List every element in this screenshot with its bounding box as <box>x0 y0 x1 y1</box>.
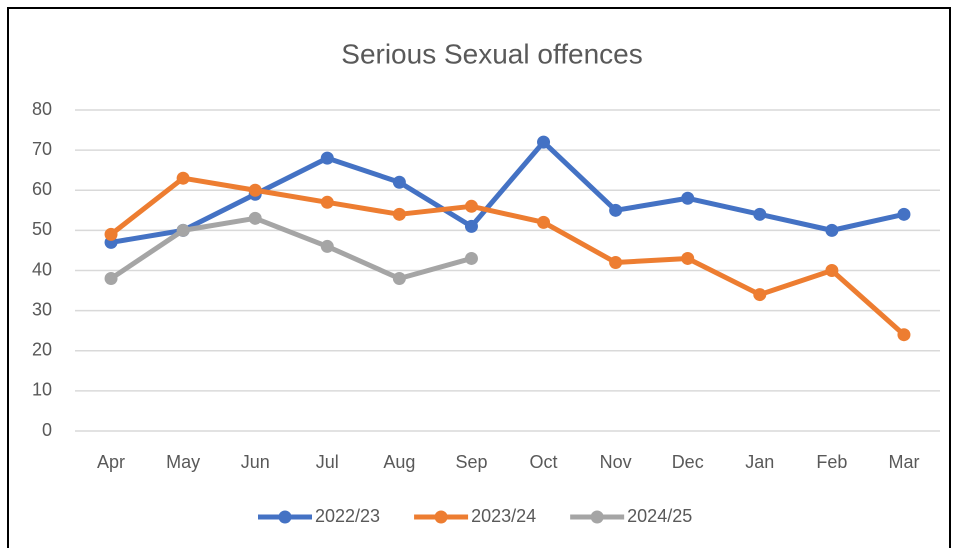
legend-marker <box>590 510 604 524</box>
x-tick-label: Jun <box>241 452 270 472</box>
data-point <box>464 199 478 213</box>
x-tick-label: Oct <box>530 452 558 472</box>
x-tick-label: Sep <box>455 452 487 472</box>
y-tick-label: 70 <box>32 139 52 159</box>
data-point <box>825 264 839 277</box>
x-tick-label: Nov <box>600 452 632 472</box>
data-point <box>248 183 262 197</box>
y-tick-label: 10 <box>32 380 52 400</box>
x-tick-label: Apr <box>97 452 125 472</box>
data-point <box>176 171 190 185</box>
data-point <box>681 251 695 265</box>
x-tick-label: Jul <box>316 452 339 472</box>
data-point <box>825 223 839 237</box>
x-tick-label: Aug <box>383 452 415 472</box>
y-tick-label: 0 <box>42 420 52 440</box>
x-tick-label: Jan <box>745 452 774 472</box>
legend-marker <box>434 510 448 524</box>
data-point <box>320 195 334 209</box>
data-point <box>609 255 623 269</box>
data-point <box>609 203 623 217</box>
x-tick-label: May <box>166 452 200 472</box>
data-point <box>104 272 118 286</box>
data-point <box>464 251 478 265</box>
chart-title: Serious Sexual offences <box>341 38 642 69</box>
data-point <box>897 328 911 342</box>
y-tick-label: 80 <box>32 99 52 119</box>
data-point <box>464 219 478 233</box>
x-tick-label: Mar <box>888 452 919 472</box>
x-tick-label: Feb <box>816 452 847 472</box>
series-line <box>108 175 907 338</box>
data-point <box>681 191 695 205</box>
legend-label: 2023/24 <box>471 506 536 526</box>
y-tick-label: 30 <box>32 299 52 319</box>
data-point <box>392 272 406 286</box>
chart-border <box>7 7 951 548</box>
data-point <box>392 207 406 221</box>
data-point <box>320 151 334 165</box>
data-point <box>248 211 262 225</box>
data-point <box>537 135 551 149</box>
data-point <box>176 223 190 237</box>
data-point <box>537 215 551 229</box>
series-line <box>108 139 907 245</box>
y-tick-label: 40 <box>32 259 52 279</box>
legend-label: 2024/25 <box>627 506 692 526</box>
x-tick-label: Dec <box>672 452 704 472</box>
series-line <box>108 215 474 282</box>
data-point <box>104 227 118 241</box>
y-tick-label: 50 <box>32 219 52 239</box>
legend-label: 2022/23 <box>315 506 380 526</box>
y-tick-label: 60 <box>32 179 52 199</box>
data-point <box>392 175 406 189</box>
data-point <box>320 239 334 253</box>
data-point <box>753 207 767 221</box>
data-point <box>897 207 911 221</box>
y-tick-label: 20 <box>32 340 52 360</box>
data-point <box>753 288 767 302</box>
legend-marker <box>278 510 292 524</box>
